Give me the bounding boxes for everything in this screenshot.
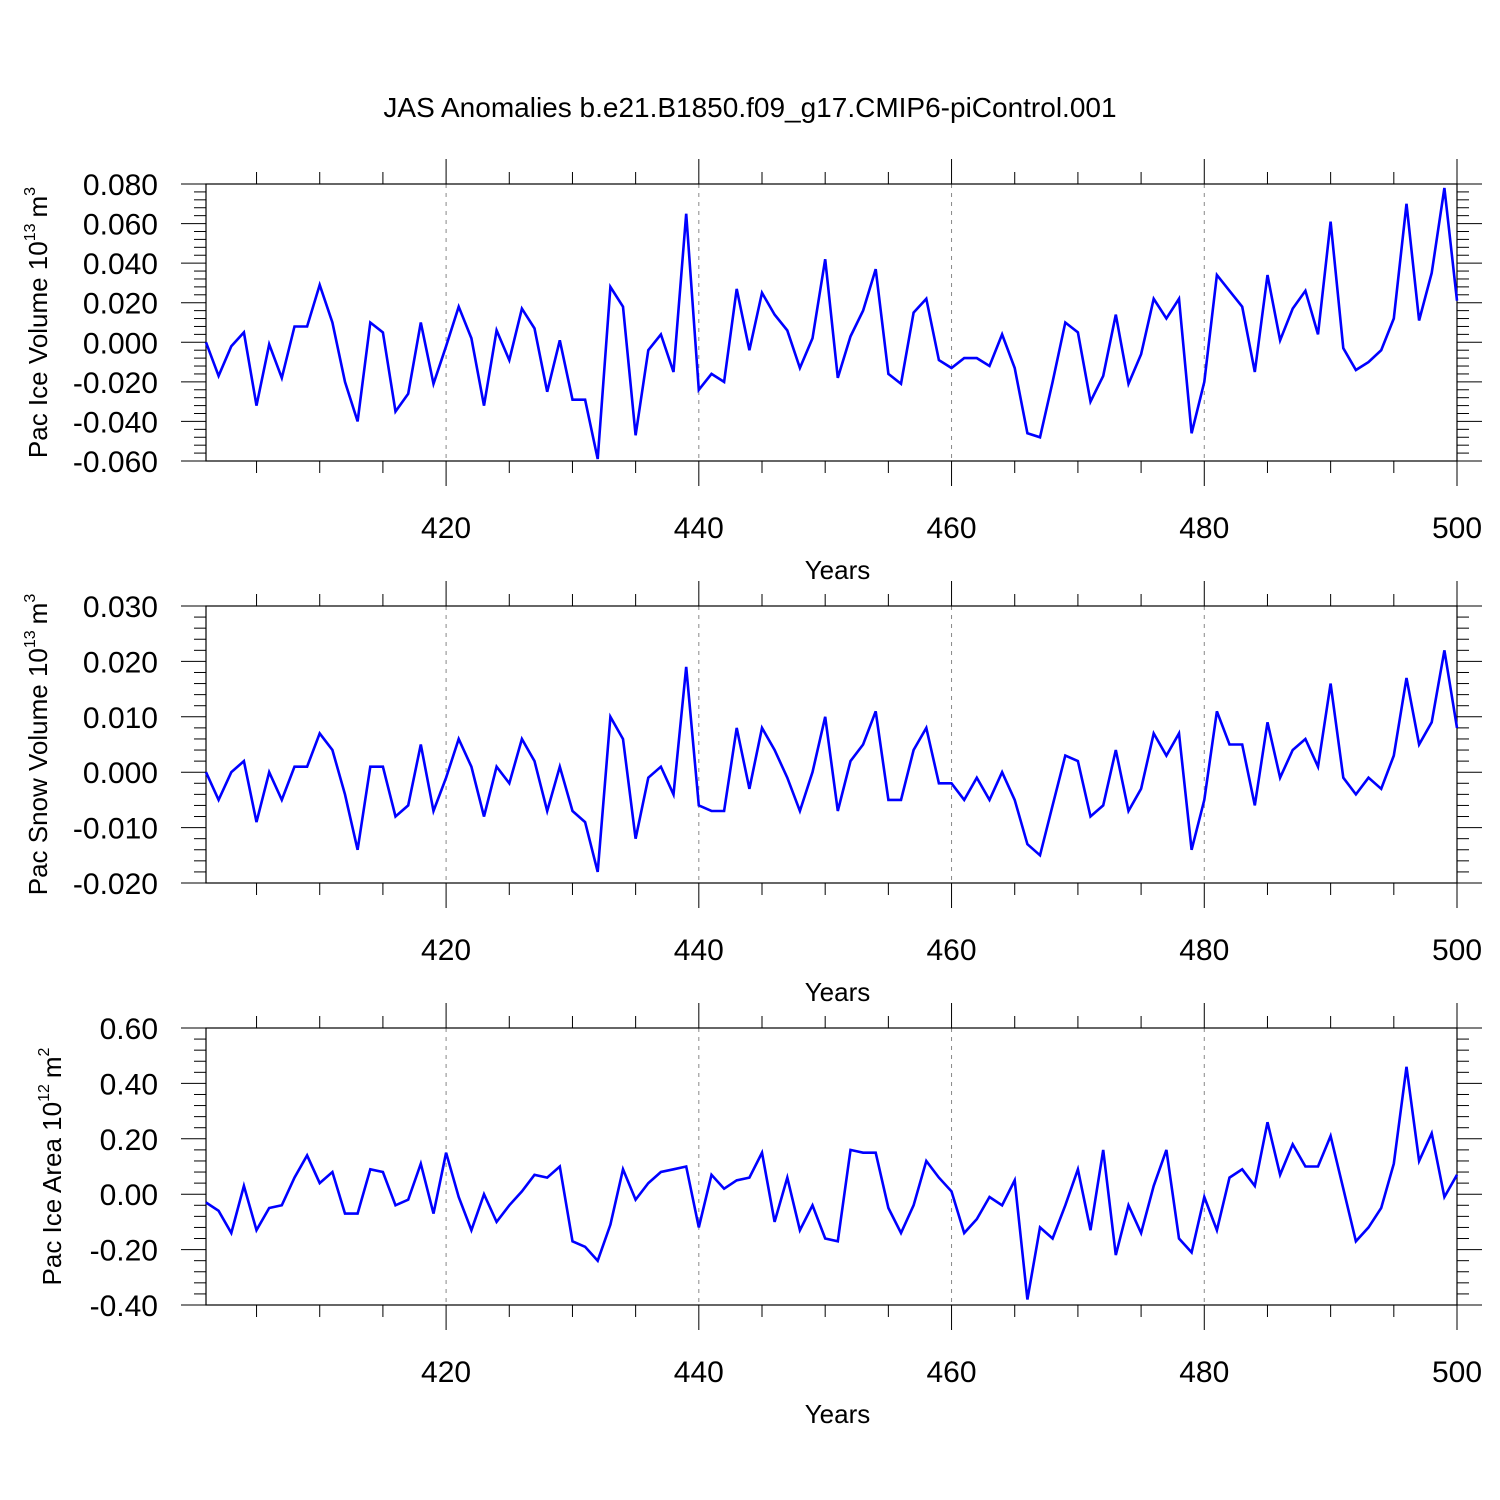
x-axis-title: Years <box>805 555 871 585</box>
plot-frame <box>205 605 1458 884</box>
y-tick-label: 0.060 <box>83 209 158 242</box>
y-axis-title-unit-exponent: 2 <box>36 1047 53 1056</box>
x-tick-label: 500 <box>1432 512 1482 545</box>
x-tick-label: 420 <box>421 1356 471 1389</box>
y-axis-title-exponent: 12 <box>36 1084 53 1102</box>
figure-title: JAS Anomalies b.e21.B1850.f09_g17.CMIP6-… <box>383 92 1117 123</box>
y-tick-label: -0.060 <box>73 446 158 479</box>
x-tick-label: 500 <box>1432 934 1482 967</box>
y-axis-title-exponent: 13 <box>22 630 39 648</box>
y-tick-label: 0.020 <box>83 288 158 321</box>
y-tick-label: 0.000 <box>83 327 158 360</box>
y-tick-label: 0.000 <box>83 757 158 790</box>
y-axis-title-unit-exponent: 3 <box>22 187 39 196</box>
y-axis-title-text: Pac Ice Area 10 <box>37 1102 67 1286</box>
x-tick-label: 440 <box>674 512 724 545</box>
y-tick-label: 0.040 <box>83 248 158 281</box>
y-tick-label: 0.030 <box>83 591 158 624</box>
y-axis-title-unit: m <box>23 603 53 625</box>
x-tick-label: 460 <box>927 1356 977 1389</box>
y-tick-label: 0.00 <box>100 1179 158 1212</box>
x-tick-label: 480 <box>1179 934 1229 967</box>
y-axis-title: Pac Ice Volume 1013 m3 <box>22 187 53 458</box>
x-tick-label: 440 <box>674 1356 724 1389</box>
y-tick-label: -0.020 <box>73 367 158 400</box>
y-axis-title-text: Pac Ice Volume 10 <box>23 241 53 458</box>
series-line <box>204 650 1459 873</box>
y-axis-title-exponent: 13 <box>22 223 39 241</box>
x-tick-label: 440 <box>674 934 724 967</box>
y-axis-title: Pac Snow Volume 1013 m3 <box>22 594 53 896</box>
y-tick-label: 0.010 <box>83 702 158 735</box>
x-tick-label: 480 <box>1179 1356 1229 1389</box>
y-axis-title-unit-exponent: 3 <box>22 594 39 603</box>
x-tick-label: 460 <box>927 512 977 545</box>
series-line <box>205 1066 1459 1300</box>
x-axis-title: Years <box>805 977 871 1007</box>
y-tick-label: 0.20 <box>100 1124 158 1157</box>
y-axis-title: Pac Ice Area 1012 m2 <box>36 1047 67 1285</box>
y-tick-label: 0.60 <box>100 1013 158 1046</box>
y-tick-label: -0.020 <box>73 868 158 901</box>
y-tick-label: 0.080 <box>83 169 158 202</box>
y-tick-label: -0.20 <box>90 1235 158 1268</box>
y-tick-label: -0.040 <box>73 406 158 439</box>
x-tick-label: 480 <box>1179 512 1229 545</box>
x-axis-title: Years <box>805 1399 871 1429</box>
y-axis-title-text: Pac Snow Volume 10 <box>23 648 53 895</box>
plot-frame <box>205 183 1458 462</box>
y-tick-label: -0.010 <box>73 813 158 846</box>
series-line <box>204 187 1459 460</box>
y-tick-label: 0.020 <box>83 646 158 679</box>
x-tick-label: 460 <box>927 934 977 967</box>
panel-1: 0.080 0.060 0.040 0.020 0.000 -0.020 -0.040 -0.… <box>22 159 1482 585</box>
y-axis-title-unit: m <box>23 196 53 218</box>
panel-3: 0.60 0.40 0.20 0.00 -0.20 -0.40 420 440 460 480 50… <box>36 1003 1482 1429</box>
x-tick-label: 500 <box>1432 1356 1482 1389</box>
panel-2: 0.030 0.020 0.010 0.000 -0.010 -0.020 420 440 46… <box>22 581 1482 1007</box>
y-tick-label: -0.40 <box>90 1290 158 1323</box>
y-axis-title-unit: m <box>37 1056 67 1078</box>
x-tick-label: 420 <box>421 512 471 545</box>
y-tick-label: 0.40 <box>100 1068 158 1101</box>
x-tick-label: 420 <box>421 934 471 967</box>
plot-frame <box>205 1027 1458 1306</box>
